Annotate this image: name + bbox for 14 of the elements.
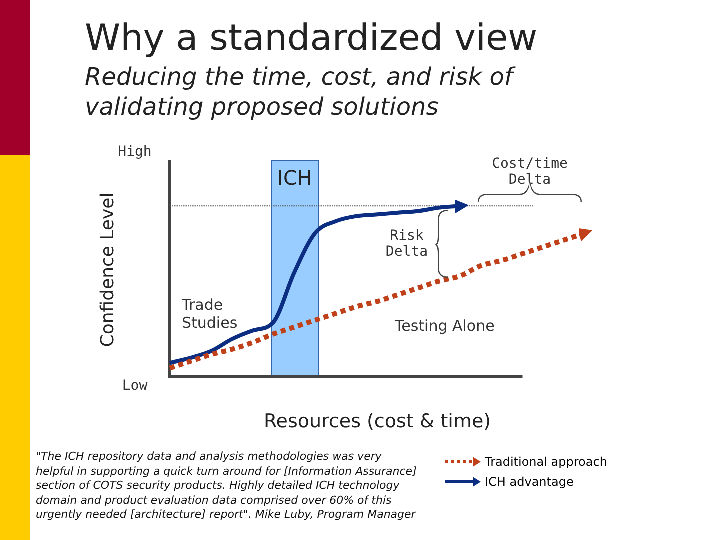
chart-subtitle: Reducing the time, cost, and risk of validating proposed solutions — [85, 62, 517, 122]
chart-title: Why a standardized view — [85, 18, 538, 59]
annotation: Testing Alone — [395, 317, 496, 335]
text: "The ICH repository data and analysis methodologies was very helpful in supporting a quick turn around for [Information Assurance] section of COTS security products. Highly detailed ICH technology domain and product evaluation data comprised over 60% of this urgently needed [architecture] report". Mike Luby, Program Manager — [36, 450, 418, 522]
annotation: Trade Studies — [182, 296, 239, 332]
x-axis-title: Resources (cost & time) — [264, 410, 492, 433]
legend-label: ICH advantage — [485, 475, 574, 489]
text: Cost/time Delta — [491, 156, 569, 188]
legend-label: Traditional approach — [485, 455, 608, 469]
text: Low — [121, 378, 149, 394]
text: ICH — [276, 166, 314, 190]
text: High — [117, 144, 153, 160]
annotation: Risk Delta — [384, 228, 430, 260]
y-axis-title: Confidence Level — [98, 192, 118, 348]
